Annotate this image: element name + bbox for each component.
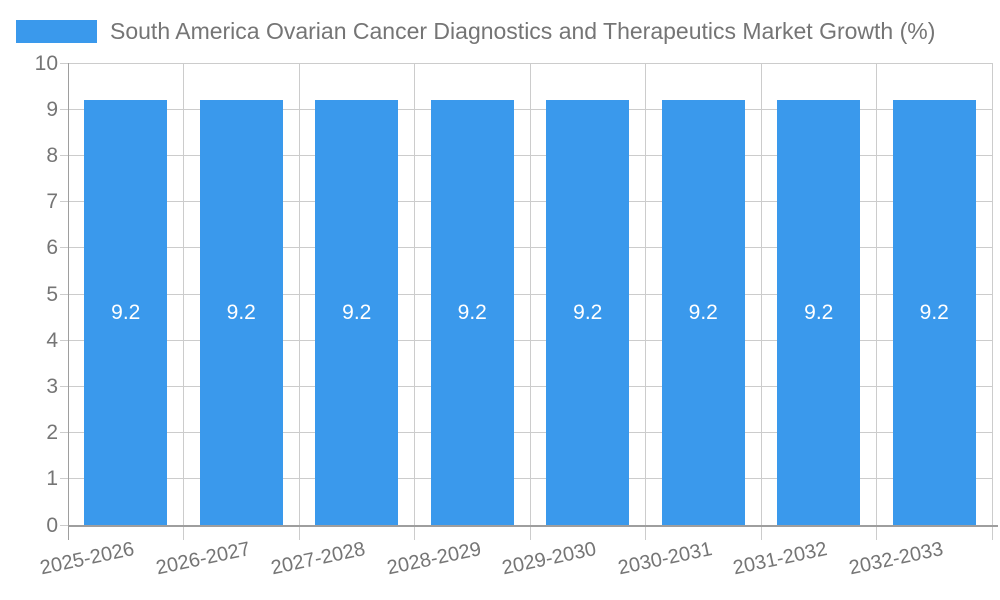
bar-value-label: 9.2 bbox=[457, 300, 487, 324]
y-tick-mark bbox=[60, 478, 68, 480]
legend-swatch bbox=[16, 20, 97, 43]
y-tick-mark bbox=[60, 339, 68, 341]
x-tick-label: 2032-2033 bbox=[846, 538, 945, 580]
x-gridline bbox=[991, 63, 993, 540]
bar[interactable]: 9.2 bbox=[84, 99, 168, 525]
x-tick-label: 2031-2032 bbox=[731, 538, 830, 580]
y-tick-mark bbox=[60, 154, 68, 156]
bar[interactable]: 9.2 bbox=[199, 99, 283, 525]
y-tick-mark bbox=[60, 385, 68, 387]
x-gridline bbox=[298, 63, 300, 540]
bar-value-label: 9.2 bbox=[804, 300, 834, 324]
y-tick-label: 10 bbox=[34, 51, 58, 75]
y-tick-mark bbox=[60, 524, 68, 526]
bar-value-label: 9.2 bbox=[688, 300, 718, 324]
y-tick-mark bbox=[60, 293, 68, 295]
y-tick-label: 7 bbox=[46, 190, 58, 214]
y-tick-label: 0 bbox=[46, 513, 58, 537]
x-tick-label: 2029-2030 bbox=[500, 538, 599, 580]
chart-title: South America Ovarian Cancer Diagnostics… bbox=[110, 18, 936, 44]
x-tick-label: 2027-2028 bbox=[269, 538, 368, 580]
x-gridline bbox=[529, 63, 531, 540]
y-tick-label: 3 bbox=[46, 374, 58, 398]
y-tick-label: 4 bbox=[46, 328, 58, 352]
x-tick-label: 2026-2027 bbox=[153, 538, 252, 580]
bar[interactable]: 9.2 bbox=[430, 99, 514, 525]
bar-value-label: 9.2 bbox=[342, 300, 372, 324]
bar[interactable]: 9.2 bbox=[546, 99, 630, 525]
y-tick-label: 2 bbox=[46, 421, 58, 445]
y-tick-mark bbox=[60, 432, 68, 434]
y-tick-mark bbox=[60, 62, 68, 64]
y-tick-label: 9 bbox=[46, 97, 58, 121]
bar[interactable]: 9.2 bbox=[777, 99, 861, 525]
x-gridline bbox=[876, 63, 877, 540]
x-axis-line bbox=[68, 524, 998, 527]
bar-value-label: 9.2 bbox=[226, 300, 256, 324]
y-tick-label: 1 bbox=[46, 467, 58, 491]
bar[interactable]: 9.2 bbox=[892, 99, 976, 525]
y-axis-line bbox=[67, 63, 69, 540]
bar[interactable]: 9.2 bbox=[315, 99, 399, 525]
x-gridline bbox=[760, 63, 762, 540]
y-tick-label: 6 bbox=[46, 236, 58, 260]
bar-value-label: 9.2 bbox=[111, 300, 141, 324]
bar-value-label: 9.2 bbox=[919, 300, 949, 324]
y-tick-label: 5 bbox=[46, 282, 58, 306]
x-tick-label: 2028-2029 bbox=[384, 538, 483, 580]
x-gridline bbox=[414, 63, 415, 540]
x-tick-label: 2030-2031 bbox=[615, 538, 714, 580]
y-tick-label: 8 bbox=[46, 143, 58, 167]
y-tick-mark bbox=[60, 108, 68, 110]
bar-value-label: 9.2 bbox=[573, 300, 603, 324]
y-tick-mark bbox=[60, 247, 68, 249]
x-gridline bbox=[645, 63, 646, 540]
y-tick-mark bbox=[60, 201, 68, 203]
x-tick-label: 2025-2026 bbox=[38, 538, 137, 580]
x-gridline bbox=[183, 63, 184, 540]
bar[interactable]: 9.2 bbox=[661, 99, 745, 525]
